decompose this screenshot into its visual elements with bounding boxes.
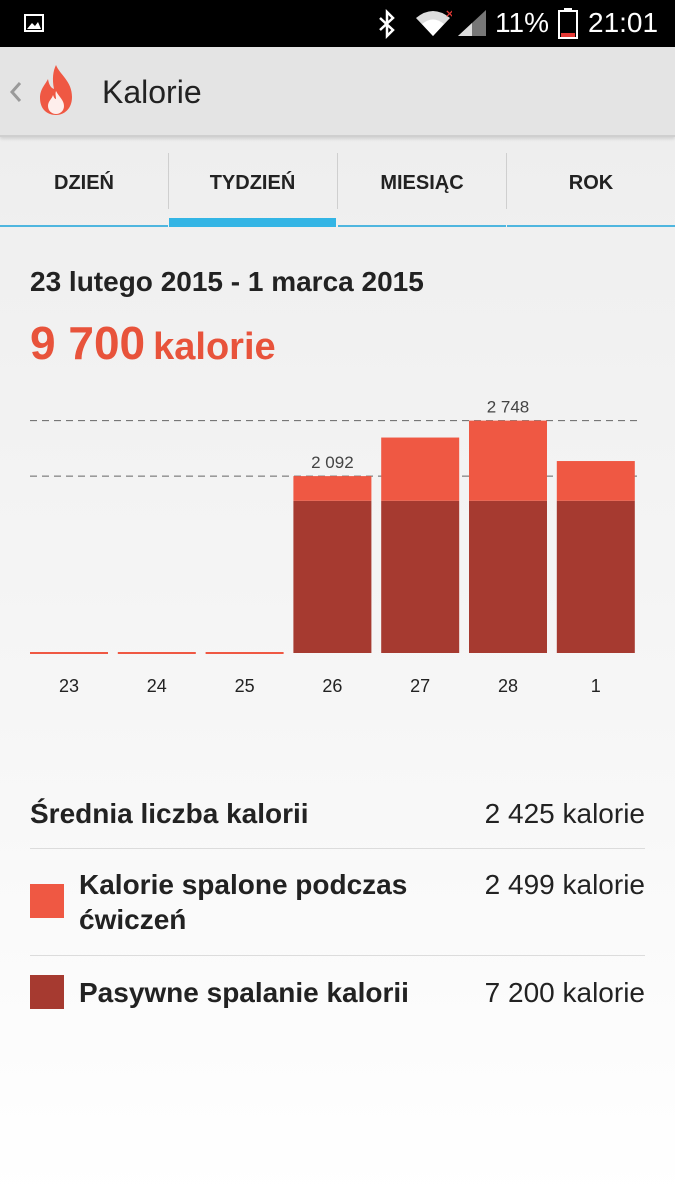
x-tick-label: 1 <box>591 676 601 696</box>
tab-month-underline <box>338 225 506 227</box>
battery-icon <box>558 8 578 39</box>
status-bar: × 11% 21:01 <box>0 0 675 47</box>
passive-calories-value: 7 200 kalorie <box>484 977 645 1008</box>
bar-active-calories <box>293 476 372 501</box>
bar-empty <box>205 652 284 654</box>
total-calories-unit: kalorie <box>153 326 276 368</box>
reference-line-label: 2 092 <box>311 453 354 472</box>
x-tick-label: 28 <box>498 676 518 696</box>
average-calories-row: Średnia liczba kalorii 2 425 kalorie <box>30 796 645 836</box>
bar-passive-calories <box>469 500 547 653</box>
tab-day-label: DZIEŃ <box>54 171 114 194</box>
tab-week-indicator <box>169 218 336 227</box>
bar-passive-calories <box>293 500 372 653</box>
clock: 21:01 <box>588 7 659 38</box>
bar-empty <box>30 652 108 654</box>
bar-empty <box>117 652 196 654</box>
battery-percent: 11% <box>495 7 549 38</box>
wifi-icon: × <box>416 8 452 36</box>
flame-icon[interactable] <box>36 63 76 117</box>
period-tabs: DZIEŃ TYDZIEŃ MIESIĄC ROK <box>0 139 675 227</box>
signal-icon <box>458 10 486 36</box>
passive-calories-row: Pasywne spalanie kalorii 7 200 kalorie <box>30 975 645 1015</box>
tab-day-underline <box>0 225 168 227</box>
tab-week-label: TYDZIEŃ <box>209 171 296 194</box>
tab-month-label: MIESIĄC <box>380 171 464 194</box>
date-range: 23 lutego 2015 - 1 marca 2015 <box>30 266 424 297</box>
image-notification-icon <box>24 14 44 32</box>
back-chevron-icon[interactable] <box>6 77 24 107</box>
passive-calories-swatch <box>30 975 64 1009</box>
tab-year-label: ROK <box>568 171 614 194</box>
active-calories-value: 2 499 kalorie <box>484 869 645 900</box>
divider <box>30 955 645 956</box>
tab-divider <box>506 153 507 209</box>
bar-passive-calories <box>381 500 460 653</box>
total-calories: 9 700 kalorie <box>30 316 276 370</box>
tab-year[interactable]: ROK <box>507 139 675 227</box>
tab-divider <box>337 153 338 209</box>
active-calories-label-line1: Kalorie spalone podczas <box>79 869 408 900</box>
active-calories-swatch <box>30 884 64 918</box>
average-calories-label: Średnia liczba kalorii <box>30 798 309 829</box>
x-tick-label: 27 <box>410 676 430 696</box>
bar-active-calories <box>381 437 460 501</box>
bar-passive-calories <box>556 500 635 653</box>
svg-text:×: × <box>445 8 452 20</box>
bluetooth-icon <box>379 9 395 39</box>
divider <box>30 848 645 849</box>
active-calories-row: Kalorie spalone podczas ćwiczeń 2 499 ka… <box>30 867 645 941</box>
bar-active-calories <box>469 420 547 501</box>
reference-line-label: 2 748 <box>487 400 530 417</box>
page-title: Kalorie <box>102 74 202 110</box>
x-tick-label: 25 <box>235 676 255 696</box>
active-calories-label-line2: ćwiczeń <box>79 904 187 935</box>
tab-day[interactable]: DZIEŃ <box>0 139 168 227</box>
action-bar: Kalorie <box>0 47 675 137</box>
average-calories-value: 2 425 kalorie <box>484 798 645 829</box>
total-calories-value: 9 700 <box>30 317 146 369</box>
x-tick-label: 26 <box>322 676 342 696</box>
tab-month[interactable]: MIESIĄC <box>338 139 506 227</box>
x-tick-label: 24 <box>147 676 167 696</box>
tab-week[interactable]: TYDZIEŃ <box>169 139 336 227</box>
bar-active-calories <box>556 461 635 501</box>
weekly-calories-chart: 23 24 25 26 27 28 1 2 092 2 748 <box>30 400 640 696</box>
x-tick-label: 23 <box>59 676 79 696</box>
passive-calories-label: Pasywne spalanie kalorii <box>79 977 409 1008</box>
tab-divider <box>168 153 169 209</box>
tab-year-underline <box>507 225 675 227</box>
